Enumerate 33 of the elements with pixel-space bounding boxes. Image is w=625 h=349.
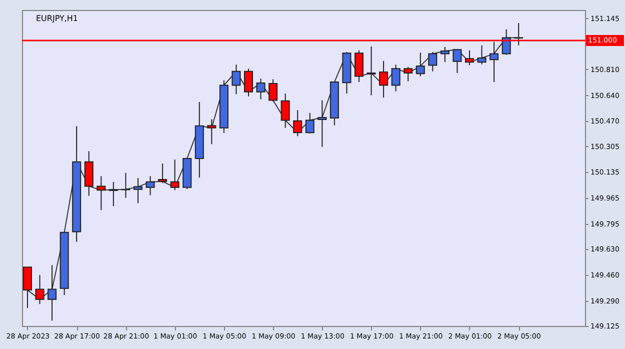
candlestick	[477, 44, 486, 65]
candlestick	[379, 60, 388, 98]
candlestick	[244, 68, 253, 97]
candlestick	[354, 50, 364, 83]
candlestick	[256, 78, 266, 100]
candlestick	[207, 118, 216, 145]
candlestick	[268, 78, 278, 102]
candlestick	[35, 274, 44, 305]
candlestick	[232, 64, 241, 95]
candlestick	[133, 178, 142, 204]
candlestick	[490, 41, 499, 83]
candlestick	[452, 49, 462, 74]
candlestick	[170, 159, 180, 191]
candlestick	[502, 28, 511, 56]
candlestick	[416, 52, 425, 77]
candlestick	[514, 22, 524, 46]
candlestick	[465, 50, 474, 66]
candlestick	[22, 266, 32, 309]
candlestick	[318, 100, 327, 148]
candlestick	[158, 163, 168, 184]
candlestick	[96, 176, 106, 211]
candlestick	[366, 46, 376, 96]
candlestick	[108, 181, 118, 207]
candlestick	[391, 64, 400, 92]
candlestick	[404, 66, 413, 82]
candlestick	[305, 112, 314, 134]
candlestick	[293, 110, 302, 137]
candlestick	[440, 46, 450, 63]
candlestick	[428, 52, 438, 72]
candlestick	[48, 264, 57, 322]
text: EURJPY,H1	[36, 14, 78, 23]
candlestick	[280, 93, 290, 128]
candlestick	[146, 176, 155, 196]
